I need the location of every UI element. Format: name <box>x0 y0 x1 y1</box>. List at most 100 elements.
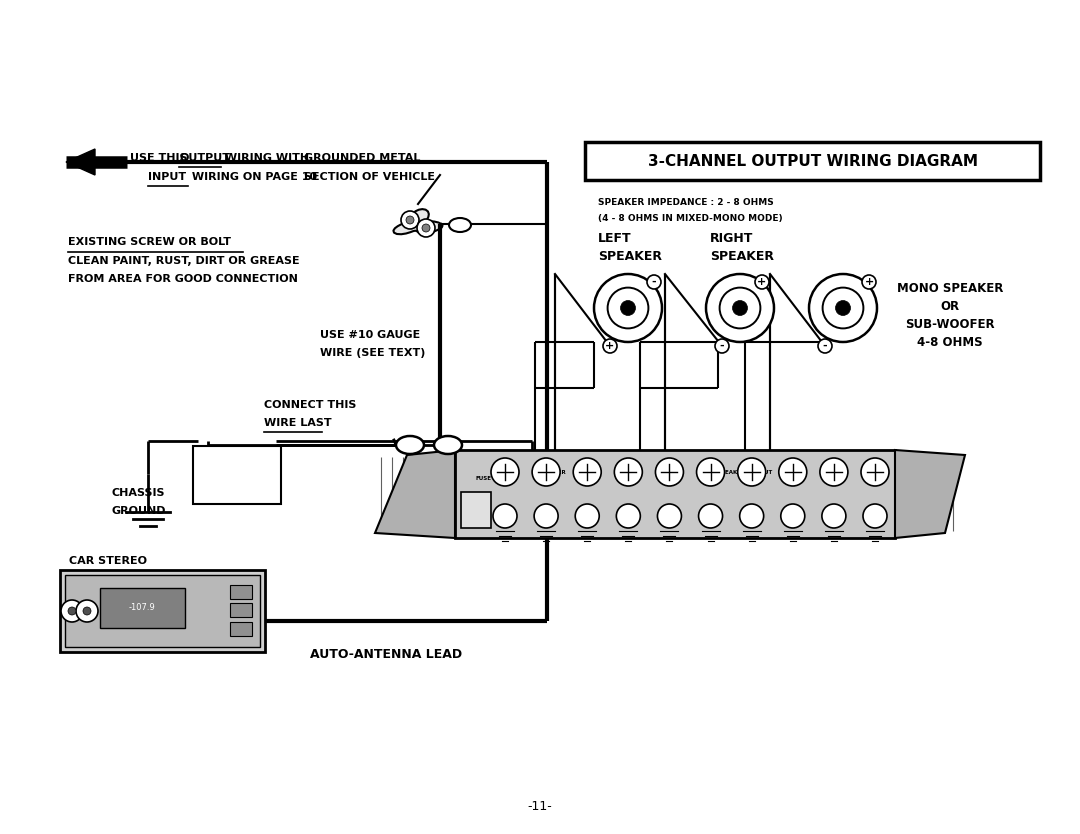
Text: RIGHT: RIGHT <box>710 232 754 245</box>
Ellipse shape <box>434 436 462 454</box>
Polygon shape <box>66 149 95 175</box>
Circle shape <box>820 458 848 486</box>
Text: -: - <box>198 445 203 458</box>
Circle shape <box>60 600 83 622</box>
Text: -107.9: -107.9 <box>129 604 156 612</box>
Text: 12 VOLT: 12 VOLT <box>218 454 256 463</box>
Circle shape <box>492 504 517 528</box>
Text: USE THIS: USE THIS <box>130 153 191 163</box>
Circle shape <box>573 458 602 486</box>
Circle shape <box>809 274 877 342</box>
Text: SPEAKER IMPEDANCE : 2 - 8 OHMS: SPEAKER IMPEDANCE : 2 - 8 OHMS <box>598 198 773 207</box>
Bar <box>65 575 260 647</box>
Text: WIRE (SEE TEXT): WIRE (SEE TEXT) <box>320 348 426 358</box>
Circle shape <box>699 504 723 528</box>
Text: +: + <box>864 277 874 287</box>
Text: CONNECT THIS: CONNECT THIS <box>264 400 356 410</box>
Text: POWER: POWER <box>543 470 566 475</box>
Polygon shape <box>895 450 966 538</box>
Text: WIRING ON PAGE 10: WIRING ON PAGE 10 <box>188 172 318 182</box>
Text: FROM AREA FOR GOOD CONNECTION: FROM AREA FOR GOOD CONNECTION <box>68 274 298 284</box>
Text: BATTERY: BATTERY <box>216 484 258 493</box>
Text: CLEAN PAINT, RUST, DIRT OR GREASE: CLEAN PAINT, RUST, DIRT OR GREASE <box>68 256 299 266</box>
Circle shape <box>422 224 430 232</box>
Text: WIRE LAST: WIRE LAST <box>264 418 332 428</box>
Circle shape <box>608 288 648 329</box>
Text: WIRING WITH: WIRING WITH <box>221 153 309 163</box>
Text: -: - <box>651 277 657 287</box>
Text: INPUT: INPUT <box>148 172 186 182</box>
Bar <box>230 585 252 599</box>
Text: OR: OR <box>941 300 959 313</box>
Text: FUSE: FUSE <box>475 475 491 480</box>
Circle shape <box>738 458 766 486</box>
Circle shape <box>406 216 414 224</box>
Ellipse shape <box>449 218 471 232</box>
Circle shape <box>706 274 774 342</box>
Circle shape <box>779 458 807 486</box>
Circle shape <box>535 504 558 528</box>
Text: EXISTING SCREW OR BOLT: EXISTING SCREW OR BOLT <box>68 237 231 247</box>
Text: SPEAKER OUTPUT: SPEAKER OUTPUT <box>717 470 772 475</box>
Circle shape <box>697 458 725 486</box>
Text: +: + <box>757 277 767 287</box>
Bar <box>455 450 895 538</box>
Text: SUB-WOOFER: SUB-WOOFER <box>905 318 995 331</box>
Circle shape <box>401 211 419 229</box>
Circle shape <box>781 504 805 528</box>
Text: SECTION OF VEHICLE: SECTION OF VEHICLE <box>303 172 435 182</box>
Circle shape <box>863 504 887 528</box>
Text: OUTPUT: OUTPUT <box>179 153 230 163</box>
Text: -: - <box>823 341 827 351</box>
Text: +: + <box>265 445 275 458</box>
Text: CHASSIS: CHASSIS <box>112 488 165 498</box>
Text: 3-CHANNEL OUTPUT WIRING DIAGRAM: 3-CHANNEL OUTPUT WIRING DIAGRAM <box>648 153 977 168</box>
Bar <box>585 142 1040 180</box>
Text: -11-: -11- <box>528 800 552 813</box>
Text: VEHICLE: VEHICLE <box>217 469 257 478</box>
Polygon shape <box>393 209 443 235</box>
Text: +: + <box>606 341 615 351</box>
Text: -: - <box>719 341 725 351</box>
Circle shape <box>532 458 561 486</box>
Text: LEFT: LEFT <box>598 232 632 245</box>
Bar <box>60 570 265 652</box>
Circle shape <box>740 504 764 528</box>
Bar <box>230 622 252 636</box>
Circle shape <box>594 274 662 342</box>
Text: AUTO-ANTENNA LEAD: AUTO-ANTENNA LEAD <box>310 648 462 661</box>
Circle shape <box>68 607 76 615</box>
Circle shape <box>76 600 98 622</box>
Circle shape <box>861 458 889 486</box>
Text: SPEAKER: SPEAKER <box>710 250 774 263</box>
Text: MONO SPEAKER: MONO SPEAKER <box>896 282 1003 295</box>
Text: GROUNDED METAL: GROUNDED METAL <box>303 153 420 163</box>
Bar <box>193 446 281 504</box>
Circle shape <box>83 607 91 615</box>
Polygon shape <box>375 450 455 538</box>
Circle shape <box>658 504 681 528</box>
Bar <box>230 603 252 617</box>
Bar <box>100 588 185 628</box>
Circle shape <box>576 504 599 528</box>
Circle shape <box>732 300 747 315</box>
Circle shape <box>862 275 876 289</box>
Circle shape <box>417 219 435 237</box>
Text: 4-8 OHMS: 4-8 OHMS <box>917 336 983 349</box>
Text: SPEAKER: SPEAKER <box>598 250 662 263</box>
Circle shape <box>647 275 661 289</box>
Bar <box>461 492 491 528</box>
Circle shape <box>822 504 846 528</box>
Circle shape <box>715 339 729 353</box>
Text: GROUND: GROUND <box>112 506 166 516</box>
Circle shape <box>491 458 519 486</box>
Circle shape <box>719 288 760 329</box>
Circle shape <box>755 275 769 289</box>
Circle shape <box>621 300 635 315</box>
Circle shape <box>603 339 617 353</box>
Circle shape <box>656 458 684 486</box>
Circle shape <box>836 300 850 315</box>
Circle shape <box>818 339 832 353</box>
Ellipse shape <box>396 436 424 454</box>
Circle shape <box>823 288 863 329</box>
